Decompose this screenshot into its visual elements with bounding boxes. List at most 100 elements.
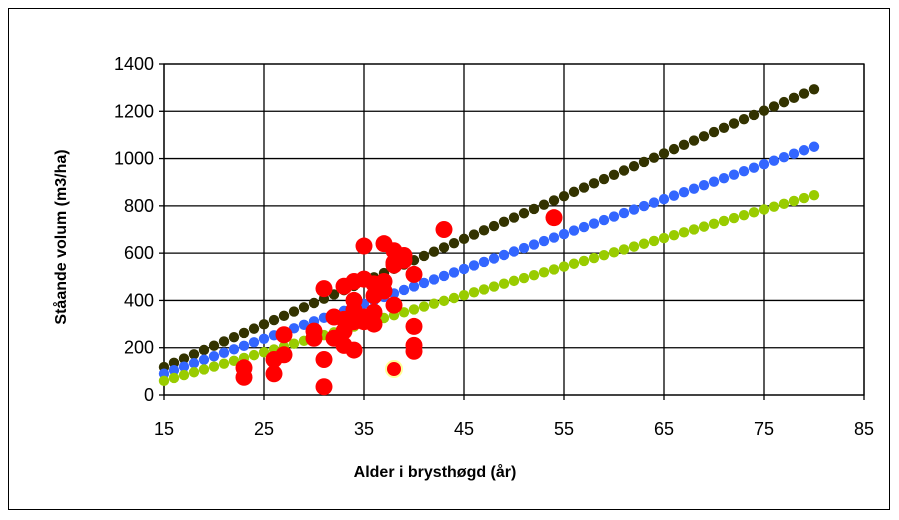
x-axis-title: Alder i brysthøgd (år) xyxy=(354,463,517,481)
x-tick-label: 35 xyxy=(354,419,374,439)
line-series-point xyxy=(408,281,420,292)
line-series-point xyxy=(528,203,540,215)
line-series-point xyxy=(528,269,540,281)
line-series-point xyxy=(178,361,190,372)
line-series-point xyxy=(478,256,490,268)
line-series-point xyxy=(738,114,750,125)
line-series-point xyxy=(658,148,670,159)
x-tick-label: 65 xyxy=(654,419,674,439)
scatter-point xyxy=(345,341,363,359)
line-series-point xyxy=(778,96,790,108)
line-series-point xyxy=(538,235,550,247)
line-series-point xyxy=(298,302,310,313)
line-series-point xyxy=(698,221,710,232)
line-series-point xyxy=(498,278,510,289)
scatter-point xyxy=(355,237,373,255)
line-series-point xyxy=(668,143,680,155)
line-series-point xyxy=(308,297,320,309)
line-series-point xyxy=(778,152,790,163)
line-series-point xyxy=(428,246,440,257)
line-series-point xyxy=(608,169,620,180)
line-series-point xyxy=(268,314,280,326)
line-series-point xyxy=(808,190,820,201)
line-series-point xyxy=(508,212,520,223)
line-series-point xyxy=(178,369,190,381)
line-series-point xyxy=(218,336,230,347)
line-series-point xyxy=(588,252,600,264)
line-series-point xyxy=(658,232,670,244)
x-tick-label: 45 xyxy=(454,419,474,439)
line-series-point xyxy=(188,349,200,360)
line-series-point xyxy=(228,331,240,343)
line-series-point xyxy=(168,372,180,384)
line-series-point xyxy=(718,215,730,227)
line-series-point xyxy=(178,353,190,364)
line-series-point xyxy=(228,344,240,355)
line-series-point xyxy=(488,281,500,292)
line-series-point xyxy=(598,249,610,261)
scatter-point xyxy=(385,296,403,314)
line-series-point xyxy=(688,183,700,194)
series-layer xyxy=(158,84,820,396)
line-series-point xyxy=(768,101,780,112)
line-series-point xyxy=(518,272,530,284)
scatter-point xyxy=(365,315,383,333)
line-series-point xyxy=(478,284,490,295)
line-series-point xyxy=(738,165,750,177)
scatter-point xyxy=(405,265,423,283)
line-series-point xyxy=(698,131,710,142)
line-series-point xyxy=(168,357,180,369)
line-series-point xyxy=(488,253,500,264)
line-series-point xyxy=(188,358,200,369)
scatter-point xyxy=(435,221,453,238)
line-series-point xyxy=(628,241,640,252)
line-series-point xyxy=(398,307,410,318)
line-series-point xyxy=(248,349,260,361)
line-series-point xyxy=(748,109,760,121)
line-series-point xyxy=(198,364,210,375)
line-series-point xyxy=(748,162,760,173)
line-series-point xyxy=(748,207,760,218)
line-series-point xyxy=(598,214,610,226)
line-series-point xyxy=(778,198,790,209)
line-series-point xyxy=(538,199,550,210)
tick-layer: 0 200 400 600 800 1000 1200 1400 15 25 35 45 55 65 75 8… xyxy=(114,54,874,439)
line-series-point xyxy=(258,319,270,330)
line-series-point xyxy=(258,347,270,358)
line-series-point xyxy=(728,118,740,129)
line-series-point xyxy=(228,355,240,367)
line-series-point xyxy=(678,227,690,238)
chart-svg: 0 200 400 600 800 1000 1200 1400 15 25 35 45 55 65 75 8… xyxy=(52,54,874,481)
chart-frame: 0 200 400 600 800 1000 1200 1400 15 25 35 45 55 65 75 8… xyxy=(8,8,890,510)
line-series-point xyxy=(708,176,720,187)
line-series-point xyxy=(458,233,470,245)
line-series-point xyxy=(238,340,250,351)
line-series-point xyxy=(568,258,580,269)
line-series-point xyxy=(618,165,630,176)
line-series-point xyxy=(428,298,440,309)
line-series-point xyxy=(798,88,810,99)
line-series-point xyxy=(698,179,710,191)
line-series-point xyxy=(648,235,660,247)
line-series-point xyxy=(578,255,590,267)
line-series-point xyxy=(798,192,810,204)
line-series-point xyxy=(808,141,820,152)
line-series-point xyxy=(498,216,510,227)
line-series-point xyxy=(668,229,680,241)
line-series-point xyxy=(518,208,530,219)
line-series-point xyxy=(258,333,270,345)
x-tick-label: 15 xyxy=(154,419,174,439)
y-tick-label: 1000 xyxy=(114,149,154,169)
line-series-point xyxy=(508,275,520,287)
y-tick-label: 0 xyxy=(144,385,154,405)
line-series-point xyxy=(218,347,230,358)
line-series-point xyxy=(558,261,570,272)
line-series-point xyxy=(648,197,660,208)
line-series-point xyxy=(488,220,500,232)
line-series-point xyxy=(618,207,630,219)
scatter-point xyxy=(365,303,383,321)
scatter-point xyxy=(235,368,253,386)
line-series-point xyxy=(708,218,720,229)
line-series-point xyxy=(608,247,620,258)
line-series-point xyxy=(658,193,670,205)
